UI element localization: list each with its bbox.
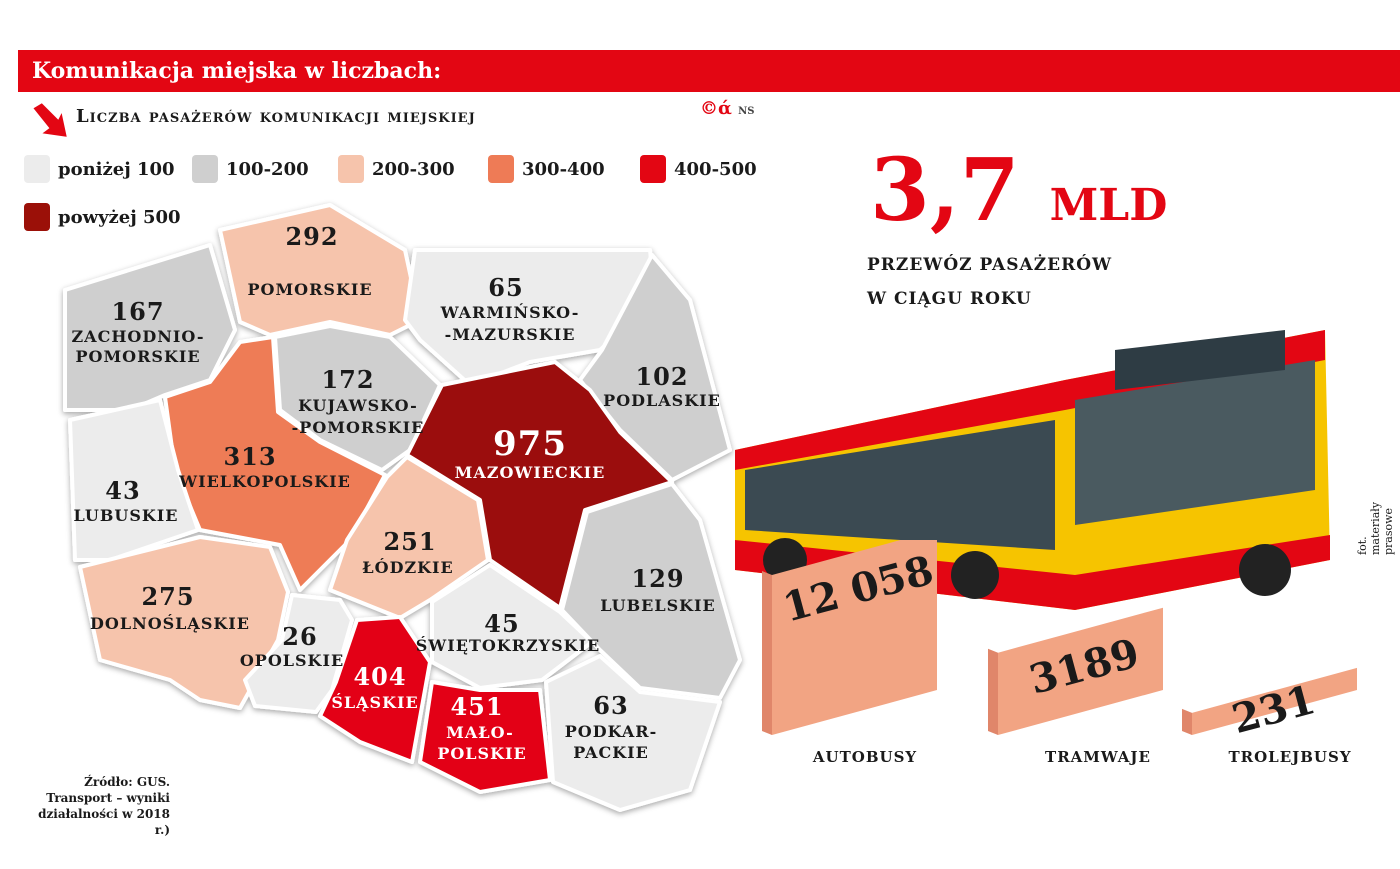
region-name: KUJAWSKO- (298, 396, 418, 415)
region-name: MAZOWIECKIE (455, 463, 606, 482)
map-subtitle: Liczba pasażerów komunikacji miejskiej (76, 106, 476, 127)
region-swietokrzyskie (430, 563, 594, 690)
region-opolskie (243, 593, 354, 714)
source-note: Źródło: GUS. Transport – wyniki działalnoś… (20, 774, 170, 838)
legend-item: poniżej 100 (24, 155, 175, 183)
region-name: WIELKOPOLSKIE (178, 472, 351, 491)
region-name: POMORSKIE (247, 280, 372, 299)
bar-value-label: 231 (1227, 676, 1320, 743)
legend-item: 200-300 (338, 155, 455, 183)
region-value: 63 (593, 691, 628, 720)
region-name: ŚWIĘTOKRZYSKIE (416, 635, 601, 655)
region-slaskie (318, 615, 432, 764)
bar-side (988, 648, 998, 735)
region-value: 292 (285, 222, 338, 251)
arrow-down-right-icon (30, 100, 70, 140)
legend-label: 100-200 (226, 158, 309, 180)
bar (998, 607, 1163, 735)
headline-line: PRZEWÓZ PASAŻERÓW (867, 255, 1113, 275)
headline-line: W CIĄGU ROKU (867, 289, 1032, 309)
bar-category-label: TROLEJBUSY (1228, 748, 1351, 766)
region-name: POLSKIE (437, 744, 526, 763)
legend-item: powyżej 500 (24, 203, 181, 231)
legend-swatch (488, 155, 514, 183)
source-line: Źródło: GUS. (84, 775, 170, 789)
legend-label: 300-400 (522, 158, 605, 180)
region-value: 172 (321, 365, 374, 394)
region-malopolskie (418, 680, 552, 794)
region-value: 65 (488, 273, 523, 302)
bar (1192, 667, 1357, 735)
region-value: 975 (493, 424, 567, 464)
title-banner: Komunikacja miejska w liczbach: (18, 50, 1400, 92)
credit-symbol: ©ά (700, 98, 732, 119)
region-name: -MAZURSKIE (445, 325, 576, 344)
legend-swatch (338, 155, 364, 183)
headline-caption: PRZEWÓZ PASAŻERÓW W CIĄGU ROKU (867, 248, 1112, 316)
region-value: 129 (631, 564, 684, 593)
legend-label: 200-300 (372, 158, 455, 180)
region-value: 45 (484, 609, 519, 638)
region-name: POMORSKIE (75, 347, 200, 366)
legend-swatch (640, 155, 666, 183)
region-name: ŁÓDZKIE (362, 557, 453, 577)
bar-category-label: TRAMWAJE (1045, 748, 1151, 766)
region-value: 43 (105, 476, 140, 505)
region-name: -POMORSKIE (292, 418, 425, 437)
legend-swatch (192, 155, 218, 183)
region-name: PODKAR- (565, 722, 657, 741)
region-name: ZACHODNIO- (71, 327, 204, 346)
bar-category-label: AUTOBUSY (812, 748, 917, 766)
region-name: PODLASKIE (603, 391, 721, 410)
region-name: MAŁO- (446, 723, 514, 742)
region-name: PACKIE (573, 743, 649, 762)
legend-item: 100-200 (192, 155, 309, 183)
bar-side (762, 571, 772, 735)
region-value: 313 (223, 442, 276, 471)
region-value: 251 (383, 527, 436, 556)
region-value: 167 (111, 297, 164, 326)
region-value: 451 (450, 692, 503, 721)
legend-label: 400-500 (674, 158, 757, 180)
legend-swatch (24, 203, 50, 231)
region-lodzkie (328, 455, 490, 620)
region-value: 404 (353, 662, 406, 691)
region-value: 26 (282, 622, 317, 651)
region-lubuskie (68, 398, 200, 562)
legend-item: 300-400 (488, 155, 605, 183)
bus-illustration (735, 330, 1330, 610)
region-value: 275 (141, 582, 194, 611)
region-name: LUBELSKIE (600, 596, 715, 615)
bar (772, 540, 937, 735)
legend-label: poniżej 100 (58, 158, 175, 180)
legend-item: 400-500 (640, 155, 757, 183)
region-value: 102 (635, 362, 688, 391)
region-name: DOLNOŚLĄSKIE (90, 613, 250, 633)
headline-figure: 3,7 MLD (870, 140, 1167, 241)
bar-side (1182, 708, 1192, 735)
region-name: OPOLSKIE (240, 651, 344, 670)
legend-label: powyżej 500 (58, 206, 181, 228)
source-line: działalności w 2018 r.) (38, 807, 170, 837)
region-name: WARMIŃSKO- (440, 302, 580, 322)
headline-unit: MLD (1049, 180, 1168, 231)
credit-initials: NS (738, 106, 755, 117)
headline-value: 3,7 (870, 140, 1020, 241)
author-credit: ©ά NS (700, 98, 755, 119)
region-name: LUBUSKIE (74, 506, 179, 525)
region-podkarpackie (544, 654, 722, 812)
region-name: ŚLĄSKIE (331, 692, 418, 712)
legend-swatch (24, 155, 50, 183)
source-line: Transport – wyniki (46, 791, 170, 805)
photo-credit: fot. materiały prasowe (1356, 501, 1395, 555)
